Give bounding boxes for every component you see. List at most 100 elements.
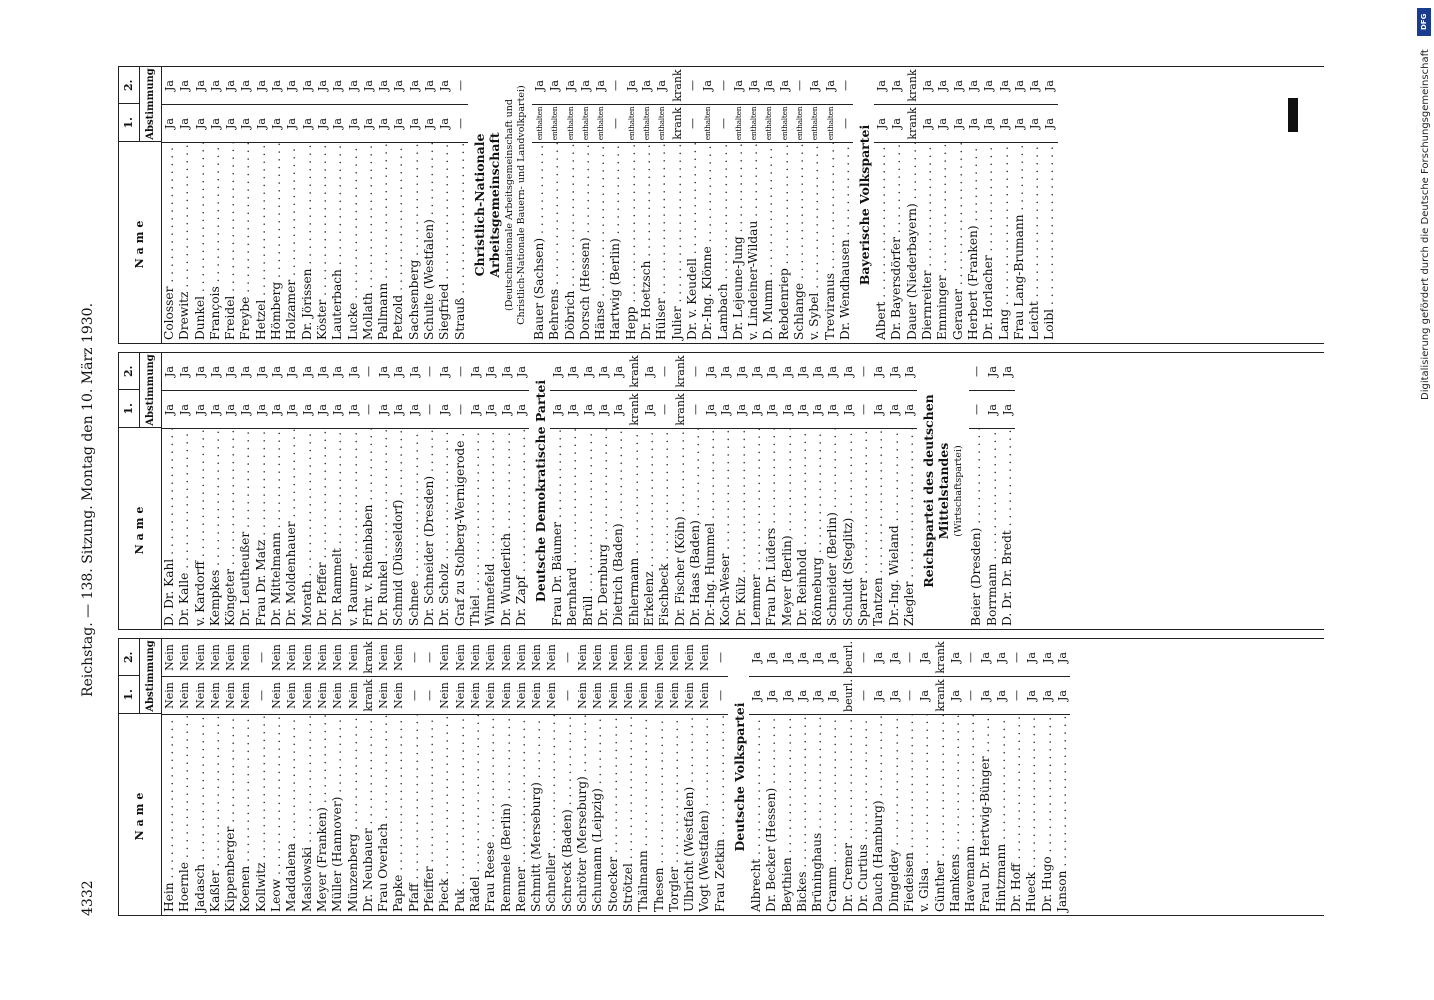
table-row: Ehlermann krank krank: [626, 353, 642, 629]
vote-2-value: Nein: [651, 639, 667, 677]
vote-1-value: Ja: [438, 404, 452, 415]
member-name: Dr. Dernburg: [596, 428, 612, 629]
vote-2-value: Ja: [999, 353, 1016, 391]
vote-2-value: Ja: [299, 353, 315, 391]
vote-2-value: Nein: [223, 639, 239, 677]
vote-2-value: krank: [932, 639, 948, 677]
header-vote-numbers: 1. 2.: [119, 639, 139, 713]
header-votes-label: Abstimmung: [139, 353, 162, 427]
table-row: Papke Nein Nein: [391, 639, 407, 915]
vote-2-value: Ja: [162, 353, 178, 391]
member-name: Dietrich (Baden): [611, 428, 627, 629]
vote-1-value: —: [964, 690, 978, 701]
member-name: Lang: [996, 142, 1012, 343]
member-name: Pieck: [437, 714, 453, 915]
vote-1-value: Ja: [826, 690, 840, 701]
vote-1-value: Ja: [551, 404, 565, 415]
vote-2-value: Ja: [700, 67, 716, 105]
vote-1-value: beurl.: [841, 679, 855, 712]
table-row: Meyer (Franken) Nein Nein: [314, 639, 331, 915]
vote-2-value: Ja: [253, 353, 270, 391]
member-name: Dingeldey: [886, 714, 902, 915]
vote-2-value: Ja: [360, 67, 377, 105]
vote-1-value: Nein: [270, 682, 284, 709]
member-name: Treviranus: [822, 142, 838, 343]
table-row: Colosser Ja Ja: [162, 67, 178, 343]
vote-1-value: Ja: [377, 118, 391, 129]
vote-2-value: Ja: [437, 353, 453, 391]
table-row: Julier krank krank: [669, 67, 685, 343]
table-row: Renner Nein Nein: [513, 639, 530, 915]
member-name: Sparrer: [856, 428, 872, 629]
vote-1-value: enthalten: [749, 106, 759, 141]
table-row: Dr. Wendhausen — —: [837, 67, 854, 343]
table-row: RebdenriepenthaltenJa: [776, 67, 792, 343]
member-name: Dr.-Ing. Hummel: [703, 428, 719, 629]
member-name: Dr. Cremer: [840, 714, 857, 915]
vote-2-value: Ja: [565, 353, 581, 391]
vote-2-value: Nein: [682, 639, 698, 677]
member-name: Remmele (Berlin): [498, 714, 514, 915]
member-name: Ziegler: [901, 428, 918, 629]
vote-2-value: Ja: [1039, 639, 1055, 677]
member-name: Dr. Lejeune-Jung: [730, 142, 747, 343]
member-name: Dr. Haas (Baden): [687, 428, 704, 629]
vote-2-value: Ja: [1024, 639, 1040, 677]
table-row: Frau Zetkin — —: [712, 639, 728, 915]
member-name: Dr. v. Keudell: [684, 142, 701, 343]
member-name: Rönneburg: [810, 428, 826, 629]
party-heading: Christlich-Nationale Arbeitsgemeinschaft: [471, 132, 502, 278]
vote-2-value: Ja: [761, 67, 777, 105]
vote-1-value: Ja: [902, 404, 916, 415]
table-row: Tantzen Ja Ja: [871, 353, 887, 629]
vote-2-value: Nein: [284, 639, 300, 677]
vote-2-value: Nein: [391, 639, 407, 677]
vote-1-value: —: [688, 404, 702, 415]
table-row: Bickes Ja Ja: [794, 639, 811, 915]
table-row: Dietrich (Baden) Ja Ja: [611, 353, 627, 629]
vote-1-value: —: [361, 404, 375, 415]
table-row: Frau Lang-Brumann Ja Ja: [1011, 67, 1028, 343]
vote-1-value: Ja: [997, 118, 1011, 129]
table-row: v. Kardorff Ja Ja: [192, 353, 208, 629]
member-name: Hein: [162, 714, 178, 915]
vote-1-value: —: [453, 118, 467, 129]
vote-2-value: Nein: [299, 639, 315, 677]
table-row: Winnefeld Ja Ja: [483, 353, 499, 629]
vote-1-value: Nein: [300, 682, 314, 709]
vote-1-value: Ja: [811, 404, 825, 415]
vote-1-value: Ja: [597, 404, 611, 415]
table-row: Köster Ja Ja: [314, 67, 331, 343]
table-row: Loibl Ja Ja: [1042, 67, 1058, 343]
vote-1-value: enthalten: [825, 106, 835, 141]
vote-1-value: Ja: [581, 404, 595, 415]
vote-2-value: —: [253, 639, 270, 677]
table-row: HülserenthaltenJa: [654, 67, 670, 343]
member-name: Herbert (Franken): [965, 142, 982, 343]
party-heading: Reichspartei des deutschen Mittelstandes: [921, 394, 952, 588]
vote-2-value: Ja: [981, 67, 997, 105]
member-name: Schlange: [791, 142, 808, 343]
table-row: Dr. Runkel Ja Ja: [376, 353, 392, 629]
vote-1-value: Nein: [591, 682, 605, 709]
member-name: Lauterbach: [330, 142, 346, 343]
vote-2-value: Ja: [748, 353, 765, 391]
member-name: Gerauer: [950, 142, 966, 343]
vote-2-value: Ja: [547, 67, 563, 105]
member-name: Mollath: [360, 142, 377, 343]
vote-1-value: Nein: [530, 682, 544, 709]
member-name: Müller (Hannover): [330, 714, 346, 915]
member-name: Loibl: [1042, 142, 1058, 343]
table-row: Dr.-Ing. Hummel Ja Ja: [703, 353, 719, 629]
vote-2-value: Ja: [391, 353, 407, 391]
table-row: Dr. Zapf Ja Ja: [513, 353, 530, 629]
vote-2-value: Ja: [779, 639, 795, 677]
vote-1-value: —: [838, 118, 852, 129]
table-row: Lemmer Ja Ja: [748, 353, 765, 629]
vote-1-value: Ja: [1000, 404, 1014, 415]
member-name: Frau Dr. Lüders: [764, 428, 780, 629]
member-name: Pallmann: [376, 142, 392, 343]
vote-2-value: Ja: [238, 353, 254, 391]
table-row: Strötzel Nein Nein: [620, 639, 637, 915]
vote-1-value: krank: [361, 679, 375, 712]
